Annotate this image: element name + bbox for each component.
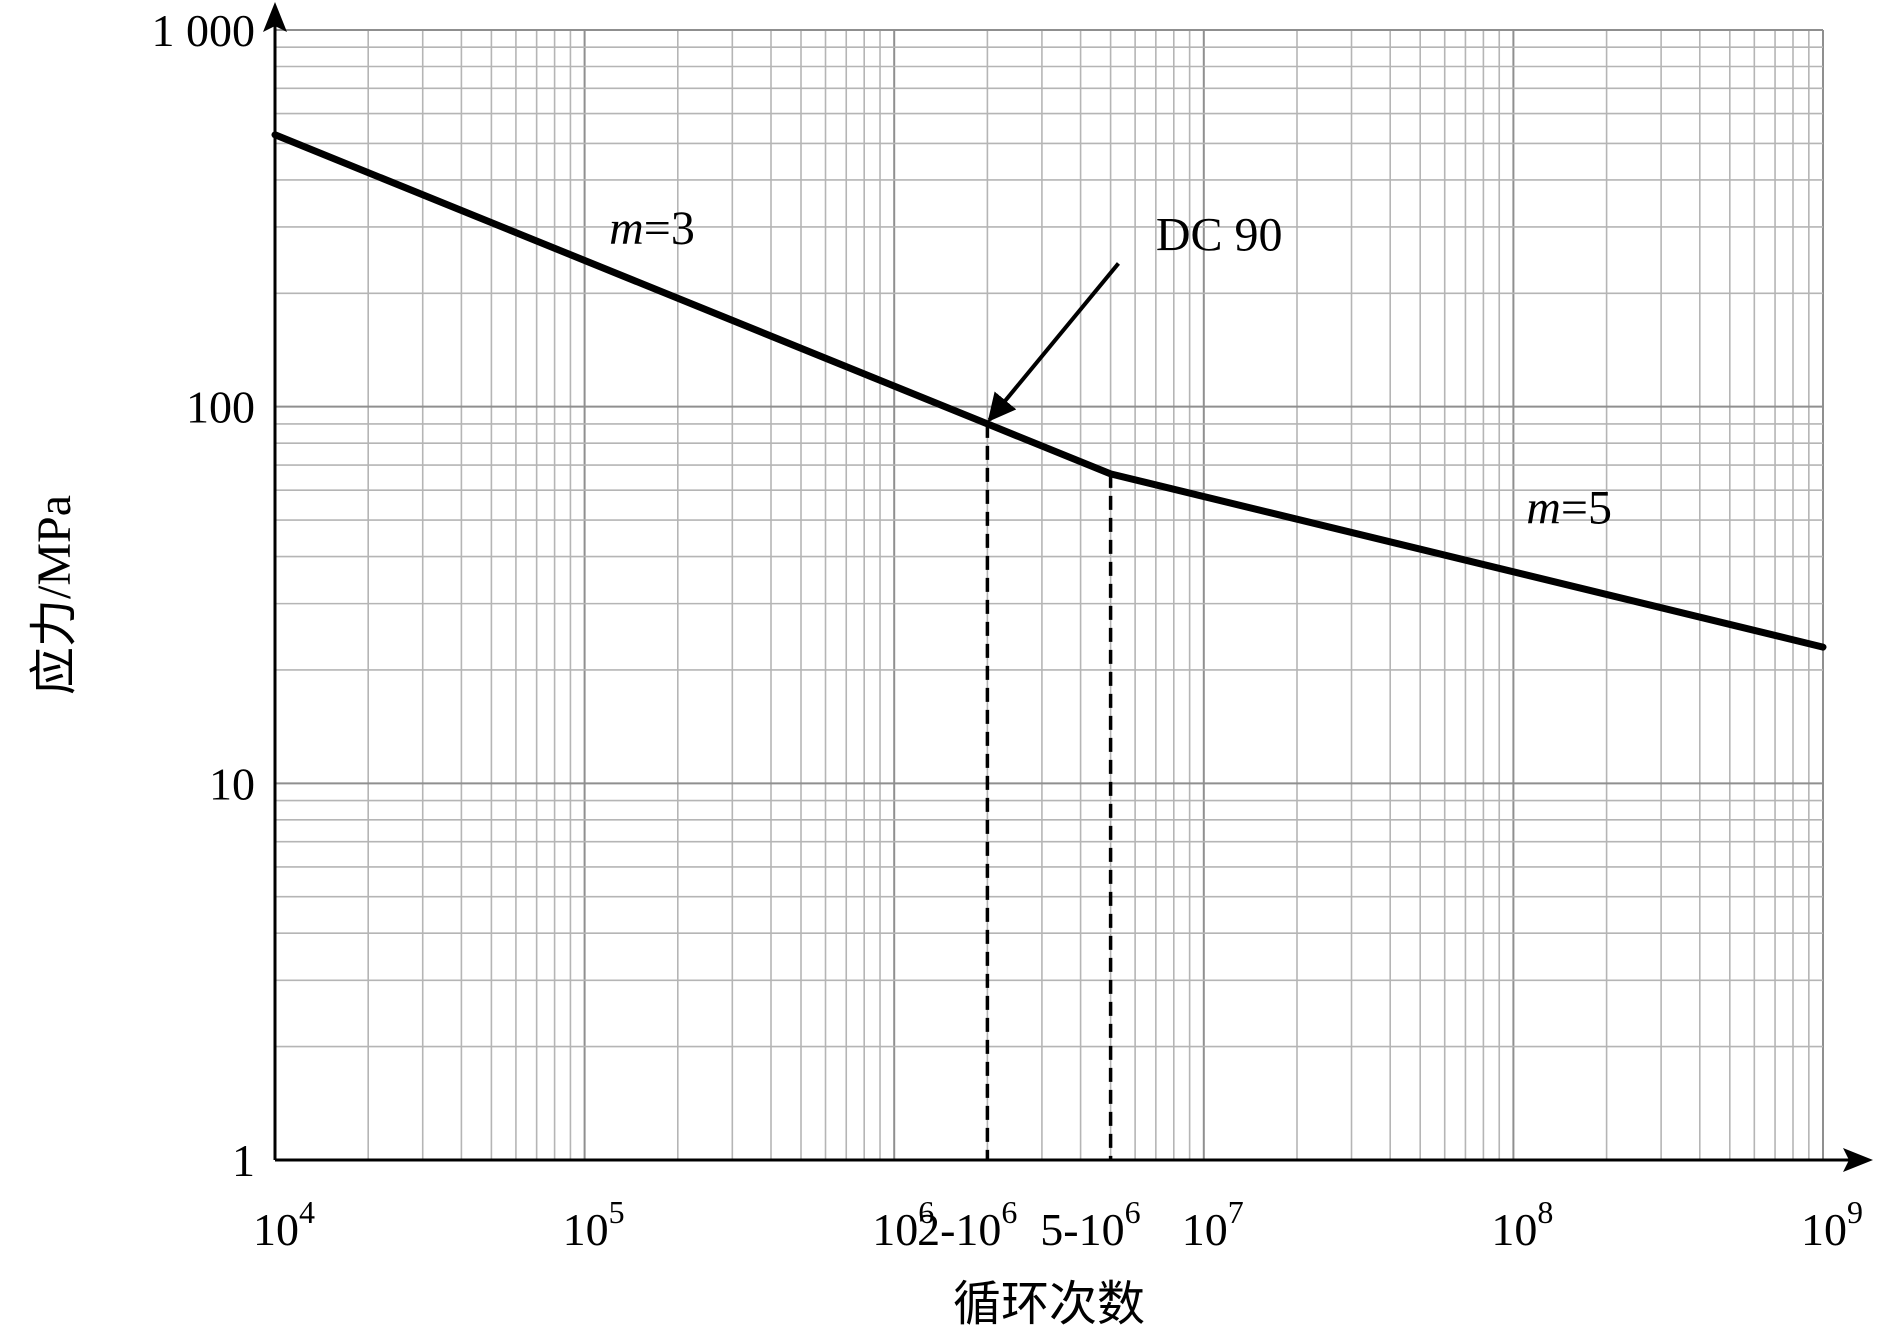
annotation-m5: m=5 [1526,481,1612,534]
annotations: m=3m=5DC 90 [609,202,1612,534]
x-tick-exponent: 7 [1228,1194,1244,1230]
sn-curve-line [271,131,1827,651]
x-tick-label: 104 [253,1194,315,1255]
annotation-italic: m [1526,481,1561,534]
annotation-arrow [987,262,1120,423]
x-tick-label: 106 [872,1194,934,1255]
y-tick-label: 1 000 [152,5,256,56]
reference-lines [985,423,1113,1160]
x-tick-label: 109 [1801,1194,1863,1255]
x-tick-exponent: 8 [1537,1194,1553,1230]
y-tick-labels: 1 10 100 1 000 [152,5,256,1186]
plot-clip-area [271,29,1827,1161]
annotation-m3: m=3 [609,202,695,255]
x-tick-base: 10 [253,1204,299,1255]
y-axis-arrow [263,2,287,32]
x-tick-exponent: 9 [1847,1194,1863,1230]
x-axis-arrow [1843,1148,1873,1172]
x-tick-label: 105 [563,1194,625,1255]
axes [263,2,1873,1172]
x-tick-base: 10 [1182,1204,1228,1255]
annotation-rest: =3 [644,202,695,255]
annotation-italic: m [609,202,644,255]
y-tick-label: 1 [232,1135,255,1186]
x-tick-exponent: 5 [609,1194,625,1230]
x-tick-base: 10 [872,1204,918,1255]
x-tick-base: 2-10 [917,1204,1001,1255]
x-axis-title: 循环次数 [953,1278,1145,1325]
y-tick-label: 100 [186,382,255,433]
grid [274,29,1824,1161]
x-tick-label: 108 [1491,1194,1553,1255]
x-tick-base: 10 [1801,1204,1847,1255]
x-tick-exponent: 4 [299,1194,315,1230]
x-tick-label: 2-106 [917,1194,1017,1255]
x-tick-base: 5-10 [1040,1204,1124,1255]
x-tick-base: 10 [1491,1204,1537,1255]
annotation-dc90: DC 90 [1156,208,1283,261]
x-tick-label: 5-106 [1040,1194,1140,1255]
y-axis-title: 应力/MPa [28,495,81,695]
series-layer [271,131,1827,651]
x-tick-label: 107 [1182,1194,1244,1255]
x-tick-exponent: 6 [1001,1194,1017,1230]
annotation-rest: =5 [1561,481,1612,534]
x-tick-exponent: 6 [918,1194,934,1230]
x-tick-base: 10 [563,1204,609,1255]
y-tick-label: 10 [209,758,255,809]
x-tick-exponent: 6 [1125,1194,1141,1230]
